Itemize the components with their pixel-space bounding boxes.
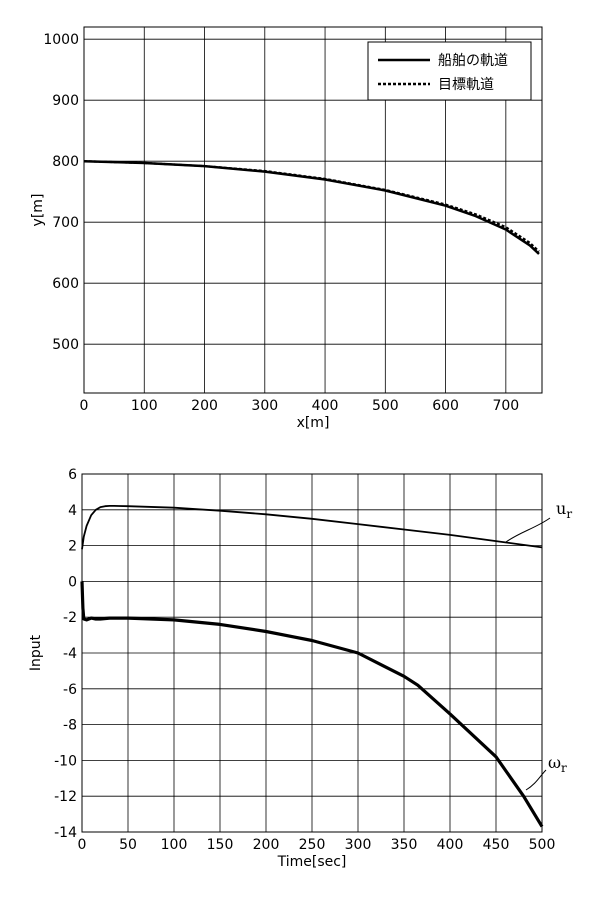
y-axis-label: Input xyxy=(28,634,44,671)
annotation-omega-r-sub: r xyxy=(561,761,567,775)
x-tick-label: 500 xyxy=(372,398,399,414)
x-tick-label: 100 xyxy=(131,398,158,414)
x-tick-label: 300 xyxy=(345,837,372,853)
x-axis-label: Time[sec] xyxy=(277,854,347,870)
y-tick-label: -8 xyxy=(63,718,77,734)
y-tick-label: 1000 xyxy=(43,32,79,48)
y-tick-label: -4 xyxy=(63,646,77,662)
x-tick-label: 400 xyxy=(437,837,464,853)
x-axis-label: x[m] xyxy=(297,415,330,431)
y-tick-label: 6 xyxy=(68,467,77,483)
leader-line-omega-r xyxy=(526,770,546,790)
x-tick-label: 150 xyxy=(207,837,234,853)
y-tick-label: 600 xyxy=(52,276,79,292)
x-tick-label: 500 xyxy=(529,837,556,853)
x-tick-label: 100 xyxy=(161,837,188,853)
y-tick-label: -12 xyxy=(54,789,77,805)
y-tick-label: -2 xyxy=(63,610,77,626)
x-tick-label: 700 xyxy=(492,398,519,414)
legend: 船舶の軌道 目標軌道 xyxy=(368,42,531,100)
series-annotations: ur ωr xyxy=(506,499,572,790)
x-tick-label: 200 xyxy=(191,398,218,414)
legend-label-target-trajectory: 目標軌道 xyxy=(438,77,494,93)
x-tick-label: 50 xyxy=(119,837,137,853)
y-tick-label: 800 xyxy=(52,154,79,170)
input-chart: 0 50 100 150 200 250 300 350 400 450 500 -14 -12 -10 -… xyxy=(28,467,572,870)
x-tick-label: 400 xyxy=(312,398,339,414)
grid xyxy=(82,474,542,832)
y-tick-label: 2 xyxy=(68,539,77,555)
x-tick-label: 300 xyxy=(251,398,278,414)
y-tick-label: 4 xyxy=(68,503,77,519)
x-tick-label: 0 xyxy=(80,398,89,414)
leader-line-u-r xyxy=(506,518,550,542)
x-tick-label: 450 xyxy=(483,837,510,853)
series-group xyxy=(84,161,539,254)
x-tick-label: 200 xyxy=(253,837,280,853)
x-tick-label: 250 xyxy=(299,837,326,853)
y-axis-label: y[m] xyxy=(30,194,46,227)
y-tick-label: 500 xyxy=(52,337,79,353)
y-tick-label: -10 xyxy=(54,753,77,769)
trajectory-chart: 0 100 200 300 400 500 600 700 500 600 700 800 900 100… xyxy=(30,27,542,431)
tick-labels: 0 50 100 150 200 250 300 350 400 450 500 -14 -12 -10 -… xyxy=(54,467,555,853)
y-tick-label: 0 xyxy=(68,574,77,590)
annotation-omega-r-main: ω xyxy=(548,753,561,772)
series-line-0 xyxy=(84,161,539,254)
annotation-u-r: ur xyxy=(556,499,572,521)
y-tick-label: -6 xyxy=(63,682,77,698)
y-tick-label: -14 xyxy=(54,825,77,841)
series-line-1 xyxy=(84,161,539,251)
annotation-u-r-main: u xyxy=(556,499,566,518)
x-tick-label: 350 xyxy=(391,837,418,853)
x-tick-label: 0 xyxy=(78,837,87,853)
y-tick-label: 700 xyxy=(52,215,79,231)
annotation-omega-r: ωr xyxy=(548,753,567,775)
x-tick-label: 600 xyxy=(432,398,459,414)
annotation-u-r-sub: r xyxy=(566,507,572,521)
legend-label-ship-trajectory: 船舶の軌道 xyxy=(438,53,508,69)
y-tick-label: 900 xyxy=(52,93,79,109)
